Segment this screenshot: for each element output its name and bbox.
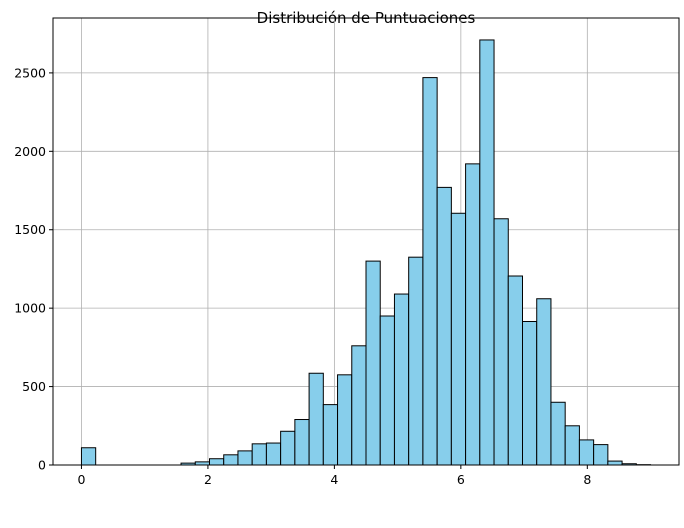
histogram-bar xyxy=(564,425,580,466)
histogram-bar xyxy=(379,315,395,466)
histogram-bar xyxy=(294,419,310,466)
x-tick-label: 0 xyxy=(77,472,85,487)
histogram-bar xyxy=(550,401,566,466)
histogram-bar xyxy=(308,372,324,466)
histogram-bar xyxy=(465,163,481,466)
histogram-bars xyxy=(80,39,652,466)
histogram-bar xyxy=(280,430,296,466)
plot-area-frame xyxy=(52,17,680,466)
histogram-bar xyxy=(450,212,467,466)
histogram-bar xyxy=(493,218,509,466)
x-tick-label: 6 xyxy=(457,472,465,487)
y-tick-label: 1500 xyxy=(14,222,46,237)
y-axis: 0 500 1000 1500 2000 2500 xyxy=(14,65,53,473)
histogram-bar xyxy=(223,454,239,466)
histogram-bar xyxy=(593,444,609,466)
histogram-bar xyxy=(365,260,381,466)
y-tick-label: 2500 xyxy=(14,65,46,80)
y-tick-label: 500 xyxy=(22,379,46,394)
x-axis: 0 2 4 6 8 xyxy=(77,465,591,487)
histogram-bar xyxy=(237,450,253,466)
histogram-bar xyxy=(607,460,623,466)
histogram-bar xyxy=(408,256,424,466)
histogram-bar xyxy=(209,458,225,466)
y-tick-label: 1000 xyxy=(14,301,46,316)
histogram-bar xyxy=(351,345,367,466)
y-tick-label: 2000 xyxy=(14,144,46,159)
histogram-bar xyxy=(436,186,452,466)
histogram-bar xyxy=(393,293,410,466)
histogram-bar xyxy=(578,439,595,466)
histogram-bar xyxy=(322,404,339,466)
y-tick-label: 0 xyxy=(38,458,46,473)
x-tick-label: 2 xyxy=(204,472,212,487)
histogram-bar xyxy=(251,443,267,466)
histogram-bar xyxy=(522,320,538,466)
histogram-bar xyxy=(422,77,438,466)
x-tick-label: 4 xyxy=(330,472,338,487)
histogram-bar xyxy=(479,39,495,466)
histogram-bar xyxy=(337,374,353,466)
histogram-bar xyxy=(507,275,524,466)
histogram-bar xyxy=(80,447,97,466)
histogram-bar xyxy=(536,298,552,466)
x-tick-label: 8 xyxy=(583,472,591,487)
histogram-bar xyxy=(265,442,282,466)
